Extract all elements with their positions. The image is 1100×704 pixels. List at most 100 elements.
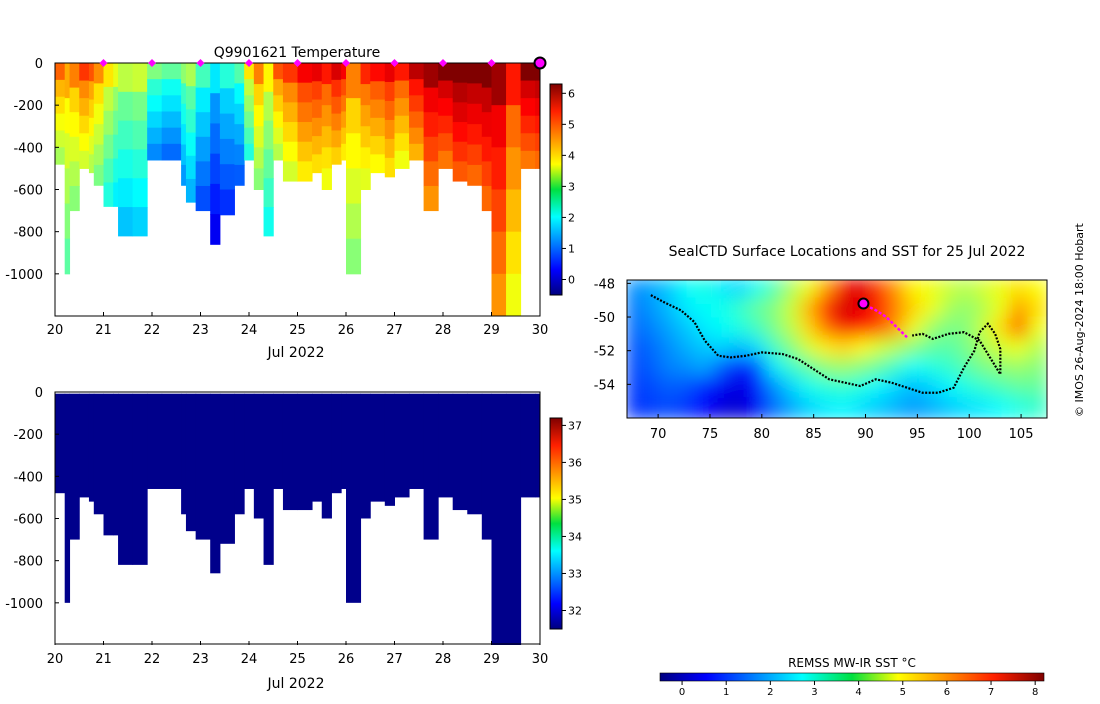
sst-cell [627,317,647,342]
temperature-cell [181,144,187,166]
temperature-cell [370,117,386,137]
temperature-cell [69,112,80,138]
temperature-cell [331,113,342,131]
sst-cell [712,280,734,302]
sst-cell [782,356,804,381]
temperature-cell [88,99,95,119]
sst-cell [695,356,717,381]
temperature-cell [273,63,284,80]
sst-cell [905,297,927,322]
salinity-cell [79,393,90,498]
temperature-cell [520,63,536,82]
temperature-cell [93,144,104,166]
temperature-cell [312,136,323,155]
x-tick-label: 22 [144,323,161,338]
salinity-cell [118,393,134,565]
temperature-cell [535,80,541,99]
sst-cell [730,396,752,418]
temperature-cell [195,63,211,89]
salinity-cell [384,393,395,506]
temperature-cell [79,63,90,82]
temperature-cell [263,120,274,150]
salinity-cell [147,393,163,489]
sst-cell [627,280,647,302]
profile-marker [99,59,108,67]
temperature-cell [341,143,347,161]
sst-cell [1027,376,1047,401]
temperature-cell [181,103,187,125]
temperature-cell [234,83,245,105]
temperature-cell [103,86,114,112]
temperature-cell [438,80,454,99]
temperature-cell [506,189,522,233]
sst-cell [870,356,892,381]
temperature-cell [273,143,284,161]
salinity-cell [321,393,332,519]
temperature-cell [394,133,410,152]
x-tick-label: 26 [338,652,355,667]
sst-cell [730,317,752,342]
salinity-cell [103,393,114,536]
temperature-cell [103,134,114,160]
sst-cell [782,280,804,302]
temperature-cell [219,138,235,165]
temperature-cell [331,96,342,115]
temperature-cell [409,79,425,96]
temperature-cell [506,231,522,275]
sst-cell [660,280,682,302]
sst-cell [677,376,699,401]
temperature-cell [69,63,80,89]
temperature-panel-title: Q9901621 Temperature [214,45,381,61]
sst-cell [677,317,699,342]
temperature-cell [409,95,425,112]
temperature-cell [341,79,347,96]
temperature-cell [263,91,274,122]
temperature-cell [438,150,454,169]
temperature-cell [64,203,71,240]
salinity-cell [481,393,492,540]
temperature-cell [219,113,235,140]
sst-cell [992,280,1014,302]
temperature-cell [452,141,468,162]
x-tick-label: 29 [483,323,500,338]
temperature-cell [88,117,95,137]
temperature-cell [64,98,71,134]
temperature-cell [481,63,492,89]
temperature-cell [185,155,197,180]
sst-cell [1010,297,1032,322]
temperature-cell [297,102,313,123]
temperature-panel: Q9901621 Temperature 20 21 22 23 24 25 26 27 28 2… [5,45,575,361]
temperature-cell [467,144,483,166]
temperature-cell [423,63,439,89]
profile-marker [342,59,350,67]
temperature-cell [452,161,468,182]
sst-cell [975,356,997,381]
temperature-cell [384,119,395,140]
sst-cell [782,337,804,361]
sst-cell [730,280,752,302]
sst-cell [800,376,822,401]
map-x-axis: 70 75 80 85 90 95 100 105 [650,414,1033,442]
sst-cell [1010,396,1032,418]
sst-colorbar-tick-label: 3 [811,687,817,698]
sst-cell [660,337,682,361]
map-y-tick-label: -52 [594,345,615,360]
sst-cell [1010,337,1032,361]
temperature-cell [491,273,507,317]
temperature-cell [297,161,313,182]
map-x-tick-label: 100 [957,427,982,442]
temperature-cell [69,185,80,212]
profile-marker [148,59,156,67]
sst-cell [782,297,804,322]
salinity-cell [520,393,536,498]
colorbar-tick-label: 32 [568,604,582,617]
temperature-cell [103,110,114,136]
temperature-cell [370,99,386,119]
temperature-cell [132,207,148,237]
sst-cell [992,396,1014,418]
salinity-cell [210,393,221,574]
current-position-marker [857,297,870,310]
temperature-cell [244,111,255,129]
temperature-cell [147,63,163,80]
sst-cell [677,297,699,322]
